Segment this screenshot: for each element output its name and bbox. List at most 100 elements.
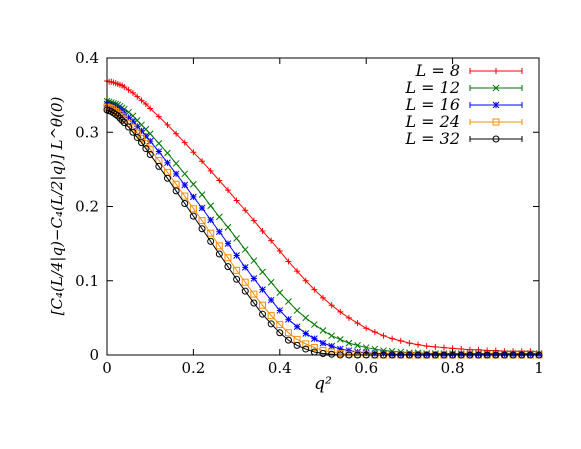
legend-label: L = 24 [404, 112, 460, 131]
series-4 [103, 106, 543, 359]
y-tick-label: 0.2 [75, 198, 99, 216]
data-point [129, 128, 137, 136]
data-point [423, 350, 431, 358]
data-point [181, 192, 189, 200]
data-point [190, 193, 197, 201]
data-point [224, 187, 231, 194]
data-point [207, 216, 215, 224]
series-line [106, 106, 539, 356]
data-point [250, 275, 258, 282]
legend-entry: L = 8 [415, 61, 523, 80]
data-point [181, 139, 188, 146]
data-point [120, 119, 128, 127]
data-point [406, 350, 413, 358]
data-point [336, 345, 344, 353]
data-point [310, 344, 318, 352]
data-point [133, 122, 141, 130]
data-point [509, 350, 517, 358]
data-point [146, 145, 154, 153]
data-point [138, 97, 145, 104]
data-point [233, 275, 241, 283]
data-point [207, 237, 215, 245]
legend-entry: L = 24 [404, 112, 523, 131]
data-point [302, 314, 310, 322]
data-point [134, 93, 141, 100]
data-point [233, 235, 240, 242]
data-point [354, 341, 361, 349]
data-point [181, 200, 189, 208]
data-point [181, 170, 189, 178]
data-point [190, 149, 197, 156]
data-point [112, 104, 119, 112]
y-tick-label: 0.4 [75, 49, 99, 67]
y-tick-label: 0.1 [75, 272, 99, 290]
data-point [224, 263, 232, 271]
data-point [138, 134, 146, 142]
data-point [293, 341, 301, 349]
data-point [440, 344, 447, 351]
data-point [207, 229, 215, 237]
data-point [285, 298, 292, 305]
data-point [242, 207, 249, 214]
data-point [172, 180, 180, 188]
data-point [224, 254, 232, 262]
data-point [198, 217, 206, 225]
data-point [466, 350, 474, 358]
data-point [492, 350, 500, 358]
data-point [215, 228, 223, 236]
data-point [493, 68, 499, 74]
data-point [118, 116, 126, 124]
data-point [172, 170, 180, 178]
legend: L = 8L = 12L = 16L = 24L = 32 [404, 61, 523, 148]
data-point [328, 302, 335, 309]
data-point [155, 113, 162, 120]
data-point [371, 350, 379, 357]
data-point [198, 191, 206, 198]
data-point [125, 86, 132, 93]
data-point [164, 159, 171, 167]
x-tick-label: 0.8 [441, 359, 465, 377]
data-point [423, 343, 430, 350]
data-point [133, 133, 141, 141]
data-point [163, 174, 171, 182]
data-point [241, 246, 249, 253]
data-point [457, 350, 465, 358]
data-point [233, 252, 240, 259]
data-point [302, 345, 310, 353]
x-tick-label: 0.6 [354, 359, 378, 377]
data-point [172, 160, 180, 167]
x-axis-label: q² [314, 374, 332, 394]
data-point [142, 139, 150, 147]
data-point [116, 114, 124, 122]
data-point [129, 117, 137, 125]
data-point [354, 320, 361, 327]
data-point [371, 328, 378, 335]
legend-label: L = 8 [415, 61, 460, 80]
data-point [190, 180, 197, 188]
data-point [345, 347, 353, 354]
data-point [415, 341, 422, 348]
data-point [198, 225, 206, 233]
data-point [328, 332, 335, 340]
data-point [397, 350, 405, 358]
data-point [215, 250, 223, 258]
data-point [276, 307, 284, 314]
data-point [336, 336, 344, 343]
data-point [311, 286, 318, 293]
data-point [241, 287, 249, 295]
y-axis-label: [C₄(L/4|q)−C₄(L/2|q)] L^θ(0) [48, 97, 66, 316]
data-point [285, 258, 292, 265]
data-point [189, 205, 197, 213]
data-point [302, 330, 310, 337]
x-axis-label-text: q² [314, 374, 332, 394]
data-point [294, 268, 301, 275]
y-axis-label-text: [C₄(L/4|q)−C₄(L/2|q)] L^θ(0) [48, 97, 66, 316]
data-point [250, 257, 258, 265]
data-point [302, 277, 309, 284]
data-point [380, 350, 387, 357]
y-tick-label: 0 [89, 346, 99, 364]
data-point [216, 177, 223, 184]
data-point [475, 350, 482, 358]
data-point [363, 325, 370, 332]
